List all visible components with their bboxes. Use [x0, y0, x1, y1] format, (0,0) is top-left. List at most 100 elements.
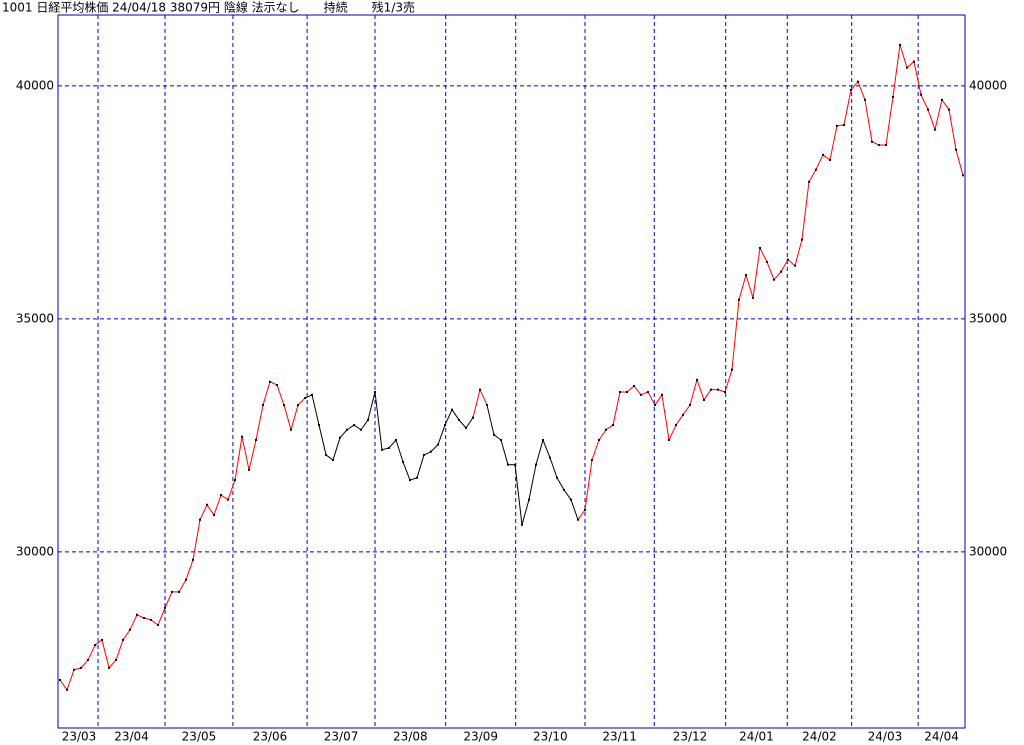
price-segment — [318, 424, 327, 456]
price-segment — [479, 389, 488, 406]
price-point — [674, 424, 677, 427]
price-point — [856, 80, 859, 83]
price-segment — [647, 391, 656, 406]
price-point — [842, 123, 845, 126]
price-point — [171, 590, 174, 593]
price-segment — [325, 454, 334, 461]
price-point — [143, 617, 146, 620]
price-point — [660, 393, 663, 396]
price-point — [520, 523, 523, 526]
price-segment — [339, 429, 348, 439]
price-point — [227, 498, 230, 501]
price-point — [688, 404, 691, 407]
price-point — [269, 380, 272, 383]
price-point — [821, 153, 824, 156]
price-point — [94, 644, 97, 647]
x-tick-label: 23/03 — [62, 730, 97, 744]
price-point — [898, 43, 901, 46]
price-point — [437, 443, 440, 446]
price-segment — [787, 259, 796, 267]
price-point — [793, 264, 796, 267]
price-segment — [59, 679, 68, 691]
price-point — [569, 498, 572, 501]
price-segment — [346, 424, 355, 431]
price-point — [835, 124, 838, 127]
x-tick-label: 23/11 — [602, 730, 637, 744]
price-point — [751, 296, 754, 299]
price-point — [800, 238, 803, 241]
price-point — [884, 144, 887, 147]
chart-title: 1001 日経平均株価 24/04/18 38079円 陰線 法示なし 持続 残… — [2, 0, 415, 15]
price-point — [409, 479, 412, 482]
price-point — [723, 391, 726, 394]
price-segment — [906, 61, 915, 69]
price-point — [108, 666, 111, 669]
price-point — [618, 391, 621, 394]
price-point — [737, 298, 740, 301]
price-segment — [752, 247, 761, 298]
price-point — [73, 668, 76, 671]
price-point — [192, 558, 195, 561]
price-segment — [80, 659, 89, 669]
price-point — [507, 463, 510, 466]
price-segment — [262, 381, 271, 406]
price-segment — [283, 404, 292, 430]
price-point — [353, 424, 356, 427]
price-point — [548, 456, 551, 459]
price-point — [122, 638, 125, 641]
price-segment — [717, 389, 726, 393]
price-segment — [367, 391, 376, 421]
price-segment — [689, 379, 698, 406]
price-segment — [696, 379, 705, 401]
price-segment — [766, 261, 775, 280]
price-segment — [430, 444, 439, 453]
price-segment — [311, 394, 320, 426]
x-tick-label: 23/04 — [114, 730, 149, 744]
price-point — [325, 453, 328, 456]
price-point — [66, 688, 69, 691]
price-segment — [409, 477, 418, 481]
price-segment — [892, 44, 901, 98]
price-point — [367, 418, 370, 421]
price-point — [318, 424, 321, 427]
y-tick-label-right: 30000 — [969, 544, 1007, 558]
price-point — [339, 436, 342, 439]
y-tick-label: 30000 — [16, 544, 54, 558]
price-point — [758, 247, 761, 250]
x-tick-label: 24/04 — [924, 730, 959, 744]
price-segment — [864, 99, 873, 142]
price-segment — [521, 499, 530, 525]
price-point — [220, 493, 223, 496]
price-segment — [640, 391, 649, 396]
price-segment — [584, 459, 593, 510]
price-segment — [465, 417, 474, 429]
price-point — [555, 476, 558, 479]
price-segment — [381, 447, 390, 451]
price-segment — [199, 504, 208, 520]
price-point — [311, 393, 314, 396]
price-segment — [73, 667, 82, 671]
price-segment — [269, 381, 278, 386]
price-segment — [815, 154, 824, 170]
price-point — [430, 450, 433, 453]
price-point — [206, 503, 209, 506]
price-point — [262, 404, 265, 407]
price-point — [185, 578, 188, 581]
price-point — [709, 388, 712, 391]
price-segment — [332, 437, 341, 461]
price-segment — [395, 439, 404, 463]
price-segment — [843, 89, 852, 126]
price-segment — [612, 391, 621, 426]
price-point — [828, 158, 831, 161]
price-point — [702, 398, 705, 401]
price-segment — [948, 109, 957, 150]
price-point — [744, 274, 747, 277]
price-segment — [570, 499, 579, 520]
price-point — [772, 278, 775, 281]
price-segment — [563, 489, 572, 500]
price-point — [632, 384, 635, 387]
price-point — [513, 463, 516, 466]
price-segment — [353, 424, 362, 431]
price-segment — [290, 404, 299, 430]
